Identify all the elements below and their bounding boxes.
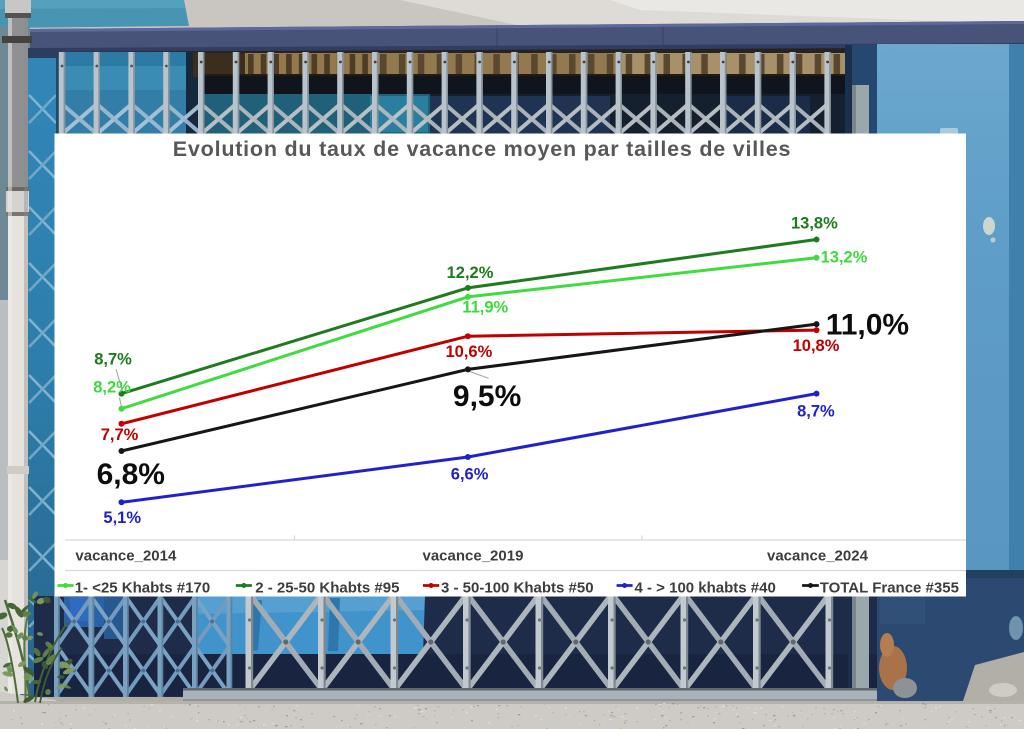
svg-text:6,6%: 6,6%: [451, 466, 489, 484]
svg-text:2 - 25-50 Khabts #95: 2 - 25-50 Khabts #95: [255, 579, 399, 596]
svg-text:8,7%: 8,7%: [94, 351, 132, 369]
svg-text:13,8%: 13,8%: [791, 215, 838, 233]
svg-text:7,7%: 7,7%: [101, 426, 139, 444]
svg-text:4 - > 100 khabts #40: 4 - > 100 khabts #40: [635, 579, 776, 596]
svg-text:10,8%: 10,8%: [793, 337, 840, 355]
svg-text:5,1%: 5,1%: [103, 509, 141, 527]
svg-text:12,2%: 12,2%: [447, 264, 494, 282]
svg-text:11,9%: 11,9%: [462, 299, 508, 317]
svg-text:1- <25 Khabts #170: 1- <25 Khabts #170: [75, 579, 211, 596]
svg-text:Evolution du taux de vacance m: Evolution du taux de vacance moyen par t…: [173, 137, 791, 161]
svg-text:13,2%: 13,2%: [821, 249, 868, 267]
svg-text:6,8%: 6,8%: [97, 458, 165, 491]
svg-text:8,2%: 8,2%: [93, 379, 131, 397]
svg-text:10,6%: 10,6%: [446, 343, 493, 361]
svg-text:8,7%: 8,7%: [797, 402, 835, 420]
svg-text:vacance_2019: vacance_2019: [423, 547, 524, 564]
svg-text:9,5%: 9,5%: [453, 380, 521, 413]
svg-text:3 - 50-100 Khabts #50: 3 - 50-100 Khabts #50: [441, 579, 594, 596]
svg-text:11,0%: 11,0%: [826, 309, 909, 342]
svg-text:vacance_2014: vacance_2014: [75, 547, 177, 564]
svg-text:vacance_2024: vacance_2024: [767, 547, 869, 564]
svg-text:TOTAL France #355: TOTAL France #355: [820, 579, 959, 596]
